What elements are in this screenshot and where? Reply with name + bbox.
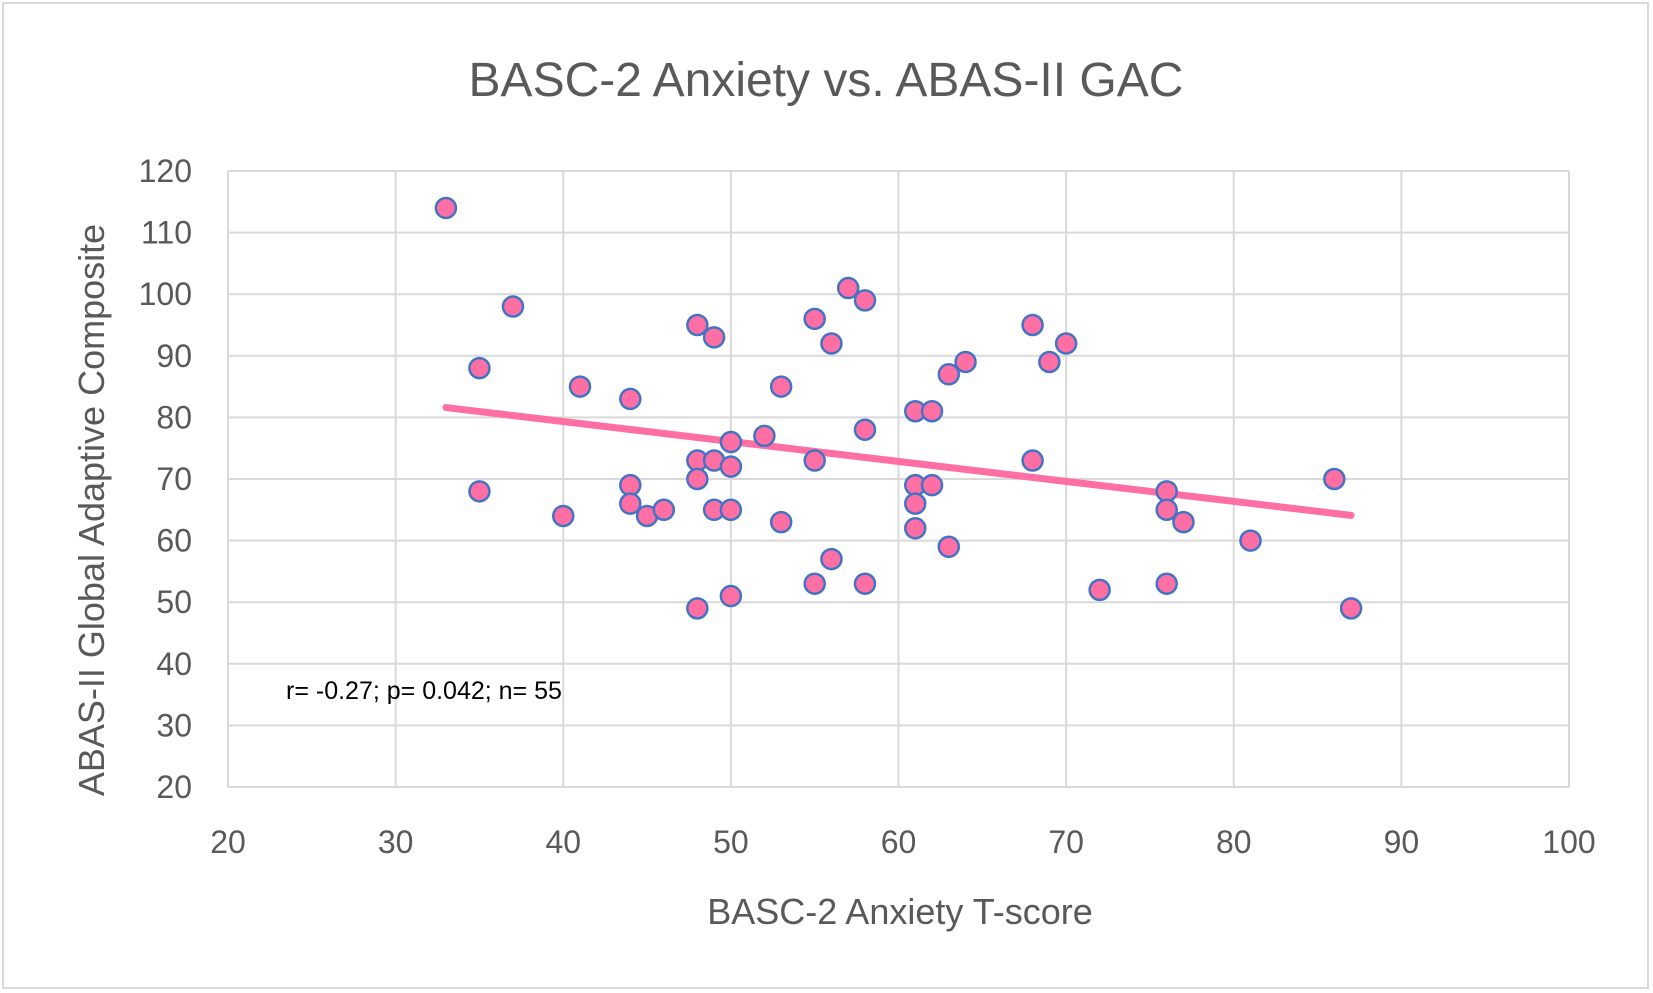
data-point [719, 430, 743, 454]
y-tick-label: 90 [156, 338, 192, 374]
y-tick-label: 70 [156, 461, 192, 497]
x-tick-label: 40 [545, 824, 581, 860]
data-point [954, 350, 977, 374]
data-point [803, 449, 826, 472]
data-point [1155, 480, 1178, 503]
data-point [1021, 313, 1044, 337]
data-point [719, 455, 743, 478]
data-point [686, 467, 709, 491]
x-tick-label: 100 [1542, 824, 1595, 860]
data-point [652, 498, 676, 522]
x-tick-label: 50 [713, 824, 749, 860]
data-point [937, 535, 961, 559]
y-tick-label: 60 [156, 523, 192, 559]
data-point [836, 276, 860, 300]
data-point [803, 572, 826, 595]
data-point [904, 517, 927, 540]
data-point [769, 510, 793, 534]
data-point [686, 313, 709, 337]
data-point [853, 572, 877, 595]
data-point [853, 418, 877, 441]
data-point [501, 295, 525, 318]
x-tick-label: 30 [378, 824, 414, 860]
chart-title: BASC-2 Anxiety vs. ABAS-II GAC [469, 54, 1184, 107]
x-axis-title: BASC-2 Anxiety T-score [707, 891, 1093, 932]
data-point [904, 492, 927, 515]
data-point [552, 504, 575, 528]
data-point [920, 473, 944, 497]
data-point [1239, 529, 1262, 552]
data-point [753, 424, 776, 448]
stats-annotation: r= -0.27; p= 0.042; n= 55 [286, 677, 562, 705]
data-point [719, 498, 743, 522]
data-point [920, 399, 944, 423]
data-point [1054, 332, 1078, 355]
y-tick-label: 110 [141, 215, 192, 251]
y-tick-label: 80 [156, 399, 192, 435]
x-tick-label: 60 [881, 824, 917, 860]
x-tick-label: 20 [210, 824, 246, 860]
data-point [1038, 350, 1061, 374]
data-point [468, 480, 491, 503]
data-point [1172, 510, 1195, 534]
data-point [619, 473, 642, 497]
data-point [937, 363, 961, 386]
y-tick-labels: 20 30 40 50 60 70 80 90 100 110 120 [139, 153, 192, 805]
data-point [702, 326, 726, 349]
x-tick-label: 90 [1384, 824, 1420, 860]
y-tick-label: 40 [156, 646, 192, 682]
data-point [1323, 467, 1346, 491]
y-tick-label: 50 [156, 584, 192, 620]
data-point [619, 387, 642, 411]
data-point [820, 547, 843, 571]
data-point [1088, 578, 1111, 602]
data-point [468, 356, 491, 380]
trendline-group [442, 404, 1355, 519]
trendline [442, 404, 1355, 519]
data-point [434, 196, 458, 220]
data-point [686, 597, 709, 620]
data-point [719, 584, 743, 608]
y-axis-title: ABAS-II Global Adaptive Composite [71, 224, 112, 796]
data-point [1155, 572, 1178, 595]
data-point [820, 332, 843, 355]
data-point [1155, 498, 1178, 522]
x-tick-labels: 20 30 40 50 60 70 80 90 100 [210, 824, 1595, 860]
data-point [568, 375, 592, 398]
x-tick-label: 70 [1048, 824, 1084, 860]
data-point [769, 375, 793, 398]
data-point [803, 307, 826, 331]
y-tick-label: 100 [139, 276, 192, 312]
y-tick-label: 120 [139, 153, 192, 189]
points-group [434, 196, 1363, 620]
data-point [1021, 449, 1044, 472]
data-point [1339, 597, 1363, 620]
y-tick-label: 20 [156, 769, 192, 805]
y-tick-label: 30 [156, 707, 192, 743]
x-tick-label: 80 [1216, 824, 1252, 860]
data-point [853, 289, 877, 312]
data-point [619, 492, 642, 515]
